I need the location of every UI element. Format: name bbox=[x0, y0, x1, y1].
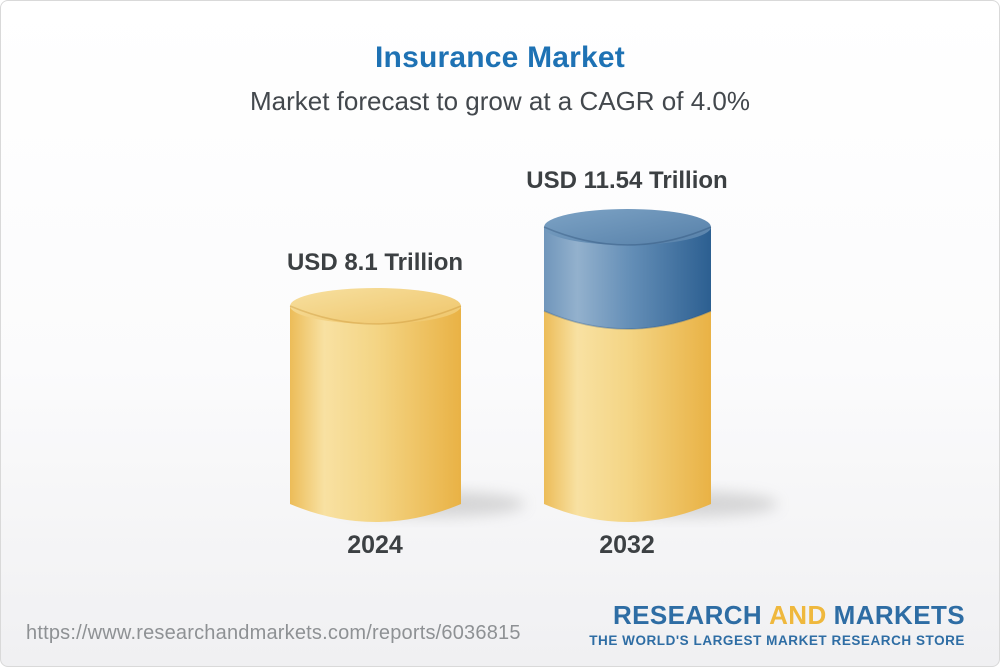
logo-word-research: RESEARCH bbox=[613, 600, 763, 630]
logo-wordmark: RESEARCH AND MARKETS bbox=[589, 602, 965, 628]
bar-2032-base-segment bbox=[544, 311, 711, 522]
x-tick-2024: 2024 bbox=[347, 531, 403, 559]
research-and-markets-logo: RESEARCH AND MARKETS THE WORLD'S LARGEST M… bbox=[589, 602, 965, 648]
x-tick-2032: 2032 bbox=[599, 531, 655, 559]
chart-subtitle: Market forecast to grow at a CAGR of 4.0… bbox=[250, 86, 750, 116]
logo-word-and: AND bbox=[769, 600, 827, 630]
bar-2032-growth-segment bbox=[543, 209, 712, 330]
value-label-2024: USD 8.1 Trillion bbox=[286, 249, 464, 276]
bar-2024-cylinder bbox=[289, 288, 462, 522]
value-label-2032: USD 11.54 Trillion bbox=[526, 167, 728, 194]
report-url-link[interactable]: https://www.researchandmarkets.com/repor… bbox=[26, 622, 521, 644]
logo-word-markets: MARKETS bbox=[833, 600, 965, 630]
logo-tagline: THE WORLD'S LARGEST MARKET RESEARCH STOR… bbox=[589, 633, 965, 648]
chart-title: Insurance Market bbox=[375, 41, 625, 74]
